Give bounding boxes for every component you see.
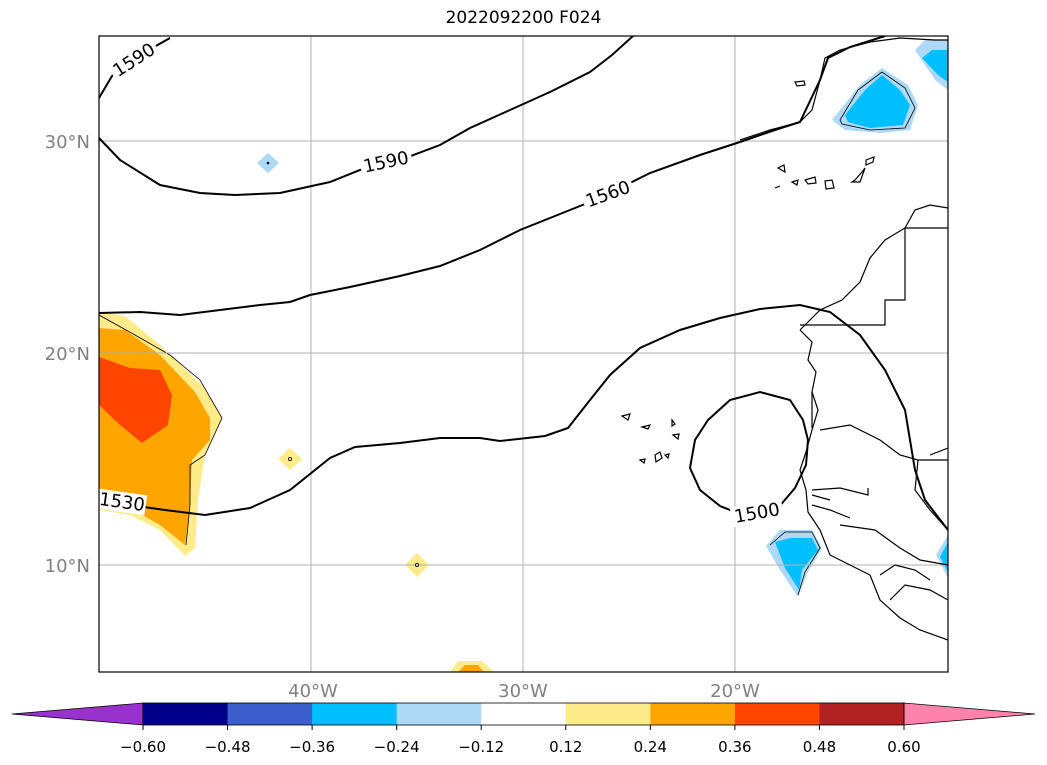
positive-spot — [458, 665, 484, 672]
colorbar-bin — [396, 703, 482, 725]
colorbar-tick-label: 0.60 — [887, 738, 920, 756]
map-frame — [98, 35, 949, 673]
colorbar-bin — [565, 703, 651, 725]
colorbar-tick-label: −0.36 — [289, 738, 335, 756]
contour-label-1590-north: 1590 — [109, 39, 159, 82]
negative-anomaly-mid — [845, 75, 910, 128]
colorbar-over-triangle — [903, 702, 1036, 726]
colorbar-under-triangle — [11, 702, 144, 726]
anomaly-contour — [839, 71, 916, 131]
negative-anomaly-mid — [775, 538, 818, 590]
colorbar-tick-label: −0.48 — [205, 738, 251, 756]
colorbar-tick-label: 0.48 — [803, 738, 836, 756]
colorbar-tick-label: −0.12 — [458, 738, 504, 756]
axis-labels: 30°N 20°N 10°N 40°W 30°W 20°W — [45, 132, 760, 702]
contour-1560 — [99, 36, 886, 317]
contour-label-1560: 1560 — [583, 177, 633, 212]
anomaly-contour — [769, 531, 821, 596]
map-title: 2022092200 F024 — [445, 8, 602, 28]
colorbar-bin — [143, 703, 229, 725]
colorbar-tick-label: −0.24 — [374, 738, 420, 756]
colorbar-tick-label: 0.12 — [549, 738, 582, 756]
colorbar-tick-label: 0.36 — [718, 738, 751, 756]
positive-anomaly-strong — [99, 357, 172, 443]
colorbar-bin — [734, 703, 820, 725]
colorbar-tick-label: 0.24 — [634, 738, 667, 756]
map-area: 1590 1590 1560 1530 1500 — [99, 36, 948, 672]
positive-spot — [278, 448, 302, 470]
colorbar-bin — [819, 703, 905, 725]
contour-1500 — [688, 390, 810, 520]
colorbar-bin — [481, 703, 567, 725]
contour-label-1590: 1590 — [362, 147, 411, 177]
lon-label-40w: 40°W — [288, 681, 338, 702]
lat-label-10n: 10°N — [45, 556, 90, 577]
anomaly-contour — [99, 314, 223, 546]
lat-label-20n: 20°N — [45, 344, 90, 365]
colorbar-tick-label: −0.60 — [120, 738, 166, 756]
colorbar-bin — [312, 703, 398, 725]
contour-1530 — [99, 303, 948, 531]
lon-label-30w: 30°W — [498, 681, 548, 702]
colorbar-frame — [142, 702, 905, 726]
gridlines — [99, 36, 948, 672]
colorbar-bin — [227, 703, 313, 725]
negative-anomaly-mid — [922, 50, 948, 82]
lat-label-30n: 30°N — [45, 132, 90, 153]
contour-label-1500: 1500 — [733, 499, 782, 528]
colorbar-bin — [650, 703, 736, 725]
colorbar: −0.60 −0.48 −0.36 −0.24 −0.12 0.12 0.24 0.36 0.4… — [11, 702, 1036, 756]
lon-label-20w: 20°W — [710, 681, 760, 702]
